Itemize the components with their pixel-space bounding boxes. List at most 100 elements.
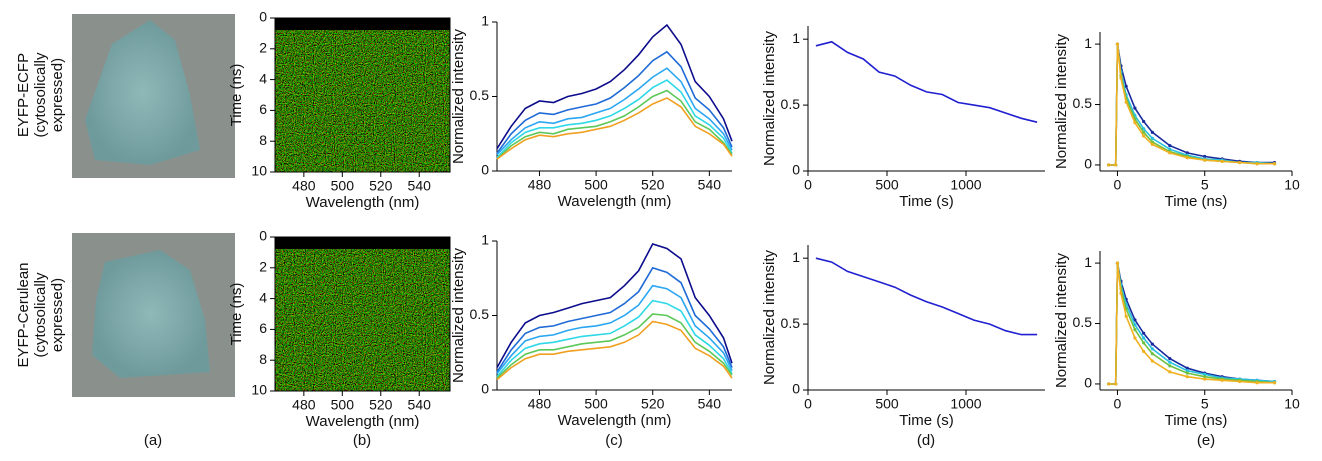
y-tick-label: 4 [259,70,267,86]
data-point [1150,352,1154,356]
data-point [1114,163,1118,167]
x-axis-label: Wavelength (nm) [306,413,420,430]
y-tick-label: 1 [792,30,800,46]
series-line [496,320,733,381]
x-tick-label: 540 [698,396,722,412]
y-tick-label: 0 [481,162,489,178]
series-line [496,97,733,160]
data-point [1168,151,1172,155]
x-tick-label: 520 [641,396,665,412]
data-point [1168,356,1172,361]
data-point [1168,147,1172,151]
series-line [496,50,733,154]
data-point [1114,382,1118,386]
x-tick-label: 10 [1284,396,1300,412]
data-point [1150,342,1154,346]
chart: 480 500 520 540 0 0.5 1 Wavelength (nm) Normaliz… [450,232,733,429]
data-point [1185,156,1189,160]
y-tick-label: 0.5 [1073,314,1093,330]
data-point [1238,379,1242,384]
data-point [1115,42,1120,46]
flim-image [275,30,450,172]
x-tick-label: 0 [804,177,812,193]
data-point [1115,261,1120,265]
y-tick-label: 0 [259,9,267,25]
x-tick-label: 500 [875,177,899,193]
y-axis-label: Normalized intensity [1053,33,1070,169]
x-tick-label: 0 [1114,177,1122,193]
y-axis-label: Time (ns) [228,64,245,127]
chart: 480 500 520 540 0 2 4 6 8 10 Wavelength (nm) Time (… [228,228,451,430]
chart: 480 500 520 540 0 0.5 1 Wavelength (nm) Normaliz… [450,13,733,210]
data-point [1168,144,1172,148]
data-point [1168,370,1172,374]
row-label: EYFP-ECFP [15,53,32,137]
data-point [1133,318,1137,322]
y-axis-label: Normalized intensity [450,247,467,383]
panel-label: (d) [917,432,935,449]
data-point [1107,163,1111,167]
data-point [1133,106,1137,110]
x-axis-label: Time (ns) [1165,412,1228,429]
y-tick-label: 0 [792,381,800,397]
y-tick-label: 8 [259,132,267,148]
data-point [1142,349,1146,353]
series-line [496,313,733,379]
x-tick-label: 540 [698,177,722,193]
x-tick-label: 500 [331,397,355,413]
y-tick-label: 1 [481,13,489,29]
y-axis-label: Normalized intensity [450,28,467,164]
data-point [1124,100,1128,104]
y-tick-label: 0 [259,228,267,244]
data-point [1142,134,1146,138]
row-label: EYFP-Cerulean [15,262,32,367]
y-tick-label: 0 [1084,375,1092,391]
data-point [1150,347,1154,351]
data-point [1142,341,1146,345]
x-tick-label: 5 [1201,396,1209,412]
x-tick-label: 5 [1201,177,1209,193]
data-point [1119,76,1123,80]
panel-label: (a) [144,432,162,449]
x-tick-label: 500 [331,178,355,194]
series-line [496,89,733,160]
x-tick-label: 520 [641,177,665,193]
data-point [1185,371,1189,375]
data-point [1133,336,1137,340]
chart: 480 500 520 540 0 2 4 6 8 10 Wavelength (nm) Time (… [228,9,451,211]
x-tick-label: 500 [875,396,899,412]
x-tick-label: 520 [369,178,393,194]
series-line [496,266,733,373]
data-point [1150,359,1154,363]
y-tick-label: 1 [481,232,489,248]
y-tick-label: 0.5 [470,306,490,322]
cell-shape [92,250,210,378]
x-tick-label: 1000 [950,177,981,193]
y-tick-label: 6 [259,101,267,117]
y-tick-label: 8 [259,351,267,367]
data-point [1142,130,1146,134]
y-tick-label: 0 [481,381,489,397]
series-line [815,257,1038,336]
y-tick-label: 1 [1084,35,1092,51]
data-point [1142,331,1146,335]
data-point [1107,382,1111,386]
flim-image [275,249,450,391]
data-point [1203,375,1207,379]
series-line [1108,262,1275,385]
data-point [1203,377,1207,381]
x-tick-label: 500 [584,177,608,193]
series-line [496,299,733,378]
y-axis-label: Normalized intensity [761,30,778,166]
data-point [1238,160,1242,165]
series-line [496,23,733,150]
x-axis-label: Wavelength (nm) [306,194,420,211]
series-line [815,40,1038,123]
y-tick-label: 0 [792,162,800,178]
data-point [1185,369,1189,373]
y-tick-label: 0.5 [781,315,801,331]
chart: 0 500 1000 0 0.5 1 Time (s) Normalized intensit… [761,26,1045,210]
data-point [1185,366,1189,370]
data-point [1133,323,1137,327]
x-axis-label: Time (s) [899,412,953,429]
